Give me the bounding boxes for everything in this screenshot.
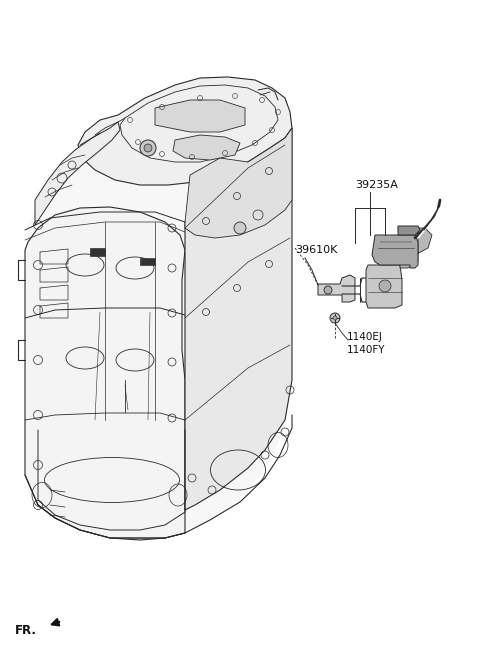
Circle shape <box>379 280 391 292</box>
Polygon shape <box>155 100 245 132</box>
Polygon shape <box>318 275 355 302</box>
Polygon shape <box>173 135 240 160</box>
Circle shape <box>330 313 340 323</box>
Polygon shape <box>185 128 292 238</box>
Polygon shape <box>398 226 420 235</box>
Polygon shape <box>90 248 105 256</box>
Text: 39610K: 39610K <box>295 245 337 255</box>
Text: FR.: FR. <box>15 624 37 637</box>
Polygon shape <box>400 228 432 268</box>
Circle shape <box>144 144 152 152</box>
Circle shape <box>333 316 337 320</box>
Text: 1140EJ: 1140EJ <box>347 332 383 342</box>
Circle shape <box>140 140 156 156</box>
Circle shape <box>324 286 332 294</box>
Polygon shape <box>78 77 292 185</box>
Polygon shape <box>140 258 155 265</box>
Text: 39235A: 39235A <box>355 180 398 190</box>
Circle shape <box>234 222 246 234</box>
Text: 1140FY: 1140FY <box>347 345 385 355</box>
Polygon shape <box>366 265 402 308</box>
Polygon shape <box>185 128 292 510</box>
Polygon shape <box>35 122 120 225</box>
Polygon shape <box>25 207 185 540</box>
Polygon shape <box>25 77 292 540</box>
Polygon shape <box>372 235 418 268</box>
